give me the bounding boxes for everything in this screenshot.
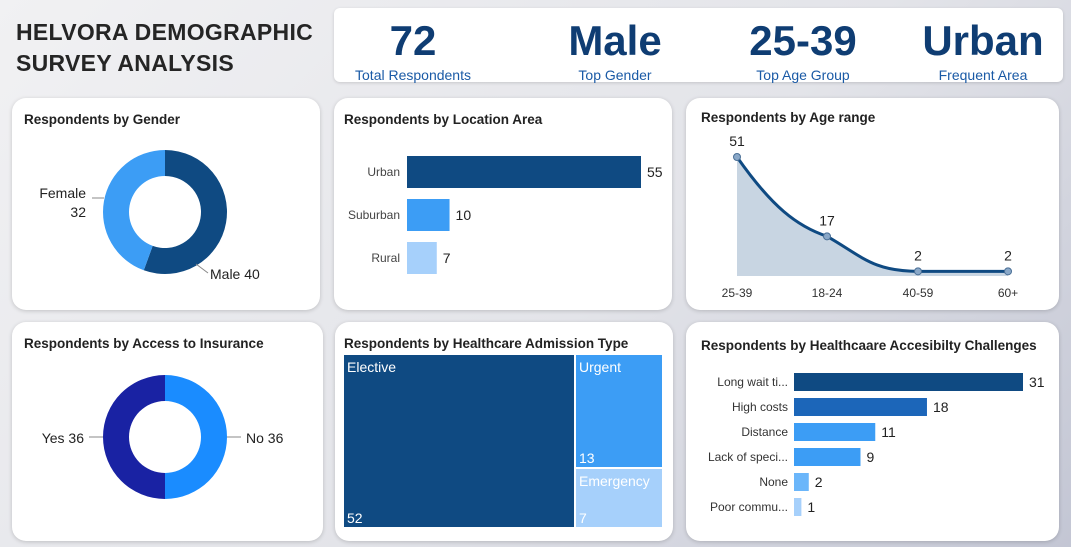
category-label: Poor commu... (710, 500, 788, 514)
kpi-value: Urban (922, 17, 1044, 64)
kpi-panel: 72 Total Respondents Male Top Gender 25-… (334, 8, 1063, 84)
challenges-card: Long wait ti... 31 High costs 18 Distance 11 L… (686, 322, 1059, 541)
data-label: 7 (443, 250, 451, 266)
category-label: Lack of speci... (708, 450, 788, 464)
data-label: 18 (933, 399, 949, 415)
age-card: 51 25-39 17 18-24 2 40-59 2 60+ Respondents by … (686, 98, 1059, 310)
kpi-label: Total Respondents (355, 67, 471, 83)
bar-rural (407, 242, 437, 274)
age-area-chart: 51 25-39 17 18-24 2 40-59 2 60+ (722, 133, 1019, 300)
slice-label-no: No 36 (246, 430, 284, 446)
admission-treemap: Elective 52 Urgent 13 Emergency 7 (344, 355, 662, 527)
kpi-value: 25-39 (749, 17, 857, 64)
category-label: Urban (367, 165, 400, 179)
donut-slice-female (103, 150, 165, 271)
tile-value-label: 52 (347, 510, 363, 526)
kpi-label: Top Age Group (756, 67, 850, 83)
bar-urban (407, 156, 641, 188)
admission-chart-title: Respondents by Healthcare Admission Type (344, 336, 629, 351)
data-label: 31 (1029, 374, 1045, 390)
bar (794, 398, 927, 416)
location-card: Urban 55 Suburban 10 Rural 7 Respondents by L… (334, 98, 672, 310)
slice-label-female-value: 32 (70, 204, 86, 220)
data-label: 55 (647, 164, 663, 180)
insurance-chart-title: Respondents by Access to Insurance (24, 336, 264, 351)
data-label: 9 (866, 449, 874, 465)
area-fill (737, 157, 1008, 276)
kpi-top-gender: Male Top Gender (525, 8, 705, 84)
category-label: High costs (732, 400, 788, 414)
title-line-2: SURVEY ANALYSIS (16, 50, 234, 76)
tile-value-label: 13 (579, 450, 595, 466)
x-tick-label: 18-24 (812, 286, 843, 300)
category-label: Suburban (348, 208, 400, 222)
slice-label-yes: Yes 36 (42, 430, 85, 446)
tile-category-label: Urgent (579, 359, 621, 375)
data-label: 10 (456, 207, 472, 223)
tile-category-label: Emergency (579, 473, 650, 489)
donut-slice-yes (103, 375, 165, 499)
category-label: Distance (741, 425, 788, 439)
donut-slice-male (143, 150, 227, 274)
x-tick-label: 60+ (998, 286, 1018, 300)
bar (794, 423, 876, 441)
data-label: 17 (819, 212, 835, 228)
data-point (1004, 267, 1012, 276)
dashboard-title: HELVORA DEMOGRAPHIC SURVEY ANALYSIS (16, 17, 313, 79)
data-point (823, 232, 831, 241)
leader-line (195, 263, 209, 274)
tile-value-label: 7 (579, 510, 587, 526)
bar-suburban (407, 199, 450, 231)
kpi-label: Top Gender (578, 67, 652, 83)
treemap-tile-emergency (576, 469, 662, 527)
bar (794, 373, 1023, 391)
gender-chart-title: Respondents by Gender (24, 112, 181, 127)
category-label: Rural (371, 251, 400, 265)
data-label: 51 (729, 133, 745, 149)
kpi-value: 72 (389, 17, 437, 64)
tile-category-label: Elective (347, 359, 396, 375)
data-label: 2 (815, 474, 823, 490)
treemap-tile-urgent (576, 355, 662, 467)
gender-card: Male 40 Female 32 Respondents by Gender (12, 98, 320, 310)
category-label: None (759, 475, 788, 489)
kpi-value: Male (568, 17, 662, 64)
treemap-tile-elective (344, 355, 574, 527)
location-chart-title: Respondents by Location Area (344, 112, 543, 127)
admission-card: Elective 52 Urgent 13 Emergency 7 Respondents… (335, 322, 673, 541)
category-label: Long wait ti... (717, 375, 788, 389)
kpi-label: Frequent Area (938, 67, 1028, 83)
challenges-bar-chart: Long wait ti... 31 High costs 18 Distance 11 L… (708, 373, 1045, 516)
kpi-top-age-group: 25-39 Top Age Group (713, 8, 893, 84)
title-line-1: HELVORA DEMOGRAPHIC (16, 19, 314, 45)
challenges-chart-title: Respondents by Healthcaare Accesibilty C… (701, 338, 1037, 353)
data-label: 11 (881, 424, 896, 440)
data-point (733, 153, 741, 161)
location-bar-chart: Urban 55 Suburban 10 Rural 7 (348, 156, 663, 274)
age-chart-title: Respondents by Age range (701, 110, 876, 125)
insurance-donut-chart: No 36 Yes 36 (42, 375, 284, 499)
data-label: 2 (1004, 247, 1012, 263)
gender-donut-chart: Male 40 Female 32 (39, 150, 260, 282)
bar (794, 448, 861, 466)
slice-label-male: Male 40 (210, 266, 260, 282)
kpi-total-respondents: 72 Total Respondents (323, 8, 503, 84)
donut-slice-no (165, 375, 227, 499)
data-label: 2 (914, 247, 922, 263)
data-point (914, 267, 922, 276)
bar (794, 498, 802, 516)
x-tick-label: 25-39 (722, 286, 753, 300)
insurance-card: No 36 Yes 36 Respondents by Access to Ins… (12, 322, 323, 541)
slice-label-female-name: Female (39, 185, 86, 201)
kpi-frequent-area: Urban Frequent Area (893, 8, 1071, 84)
bar (794, 473, 809, 491)
data-label: 1 (807, 499, 815, 515)
x-tick-label: 40-59 (903, 286, 934, 300)
